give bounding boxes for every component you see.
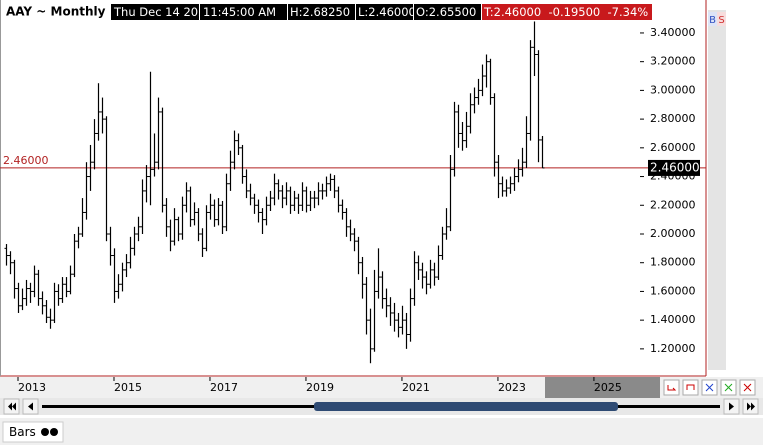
sell-label[interactable]: S bbox=[718, 15, 724, 26]
high: H:2.68250 bbox=[290, 5, 350, 19]
side-panel bbox=[708, 10, 726, 370]
y-tick-label: 2.60000 bbox=[650, 141, 696, 154]
y-tick-label: 3.20000 bbox=[650, 55, 696, 68]
x-tick-label: 2021 bbox=[402, 381, 430, 394]
time-box bbox=[200, 4, 287, 20]
time: 11:45:00 AM bbox=[203, 5, 276, 19]
x-tick-label: 2023 bbox=[498, 381, 526, 394]
y-tick-label: 1.40000 bbox=[650, 313, 696, 326]
open: O:2.65500 bbox=[416, 5, 476, 19]
scroll-icon bbox=[28, 402, 33, 411]
y-tick-label: 2.80000 bbox=[650, 112, 696, 125]
bars-button[interactable] bbox=[2, 421, 64, 443]
buy-label[interactable]: B bbox=[709, 15, 716, 26]
sell-button[interactable] bbox=[717, 12, 726, 26]
tool-icon bbox=[743, 383, 752, 392]
high-box bbox=[288, 4, 355, 20]
scroll-icon bbox=[747, 402, 755, 411]
tool-button[interactable] bbox=[663, 379, 680, 396]
price-bars bbox=[4, 21, 545, 364]
tool-button[interactable] bbox=[682, 379, 699, 396]
open-box bbox=[414, 4, 481, 20]
buy-button[interactable] bbox=[708, 12, 717, 26]
last-box bbox=[482, 4, 652, 20]
date-box bbox=[111, 4, 199, 20]
tool-icon bbox=[667, 385, 677, 391]
y-tick-label: 1.80000 bbox=[650, 256, 696, 269]
y-tick-label: 3.00000 bbox=[650, 83, 696, 96]
x-tick-label: 2017 bbox=[210, 381, 238, 394]
status-bar bbox=[0, 418, 763, 445]
y-tick-label: 3.40000 bbox=[650, 26, 696, 39]
symbol: AAY ~ Monthly bbox=[6, 5, 106, 19]
x-tick-label: 2013 bbox=[18, 381, 46, 394]
bars-icon bbox=[41, 428, 49, 436]
low: L:2.46000 bbox=[358, 5, 416, 19]
bars-label[interactable]: Bars bbox=[9, 425, 36, 439]
last-price-box bbox=[648, 159, 700, 176]
tool-icon bbox=[705, 383, 714, 392]
x-tick-label: 2025 bbox=[594, 381, 622, 394]
date: Thu Dec 14 2023 bbox=[113, 5, 213, 19]
last-price-axis-label: 2.46000 bbox=[650, 160, 700, 174]
last: T:2.46000 -0.19500 -7.34% bbox=[483, 5, 648, 19]
scroll-icon bbox=[729, 402, 734, 411]
y-tick-label: 2.20000 bbox=[650, 198, 696, 211]
last-price-label: 2.46000 bbox=[3, 154, 49, 167]
scroll-icon bbox=[8, 402, 16, 411]
tool-buttons bbox=[663, 379, 756, 396]
y-tick-label: 1.20000 bbox=[650, 342, 696, 355]
y-tick-label: 2.00000 bbox=[650, 227, 696, 240]
low-box bbox=[356, 4, 413, 20]
tool-icon bbox=[686, 384, 695, 390]
bars-icon bbox=[50, 428, 58, 436]
future-area bbox=[545, 377, 660, 398]
y-tick-label: 1.60000 bbox=[650, 284, 696, 297]
x-tick-label: 2015 bbox=[114, 381, 142, 394]
scroll-thumb[interactable] bbox=[314, 402, 618, 411]
x-tick-label: 2019 bbox=[306, 381, 334, 394]
tool-icon bbox=[724, 383, 733, 392]
